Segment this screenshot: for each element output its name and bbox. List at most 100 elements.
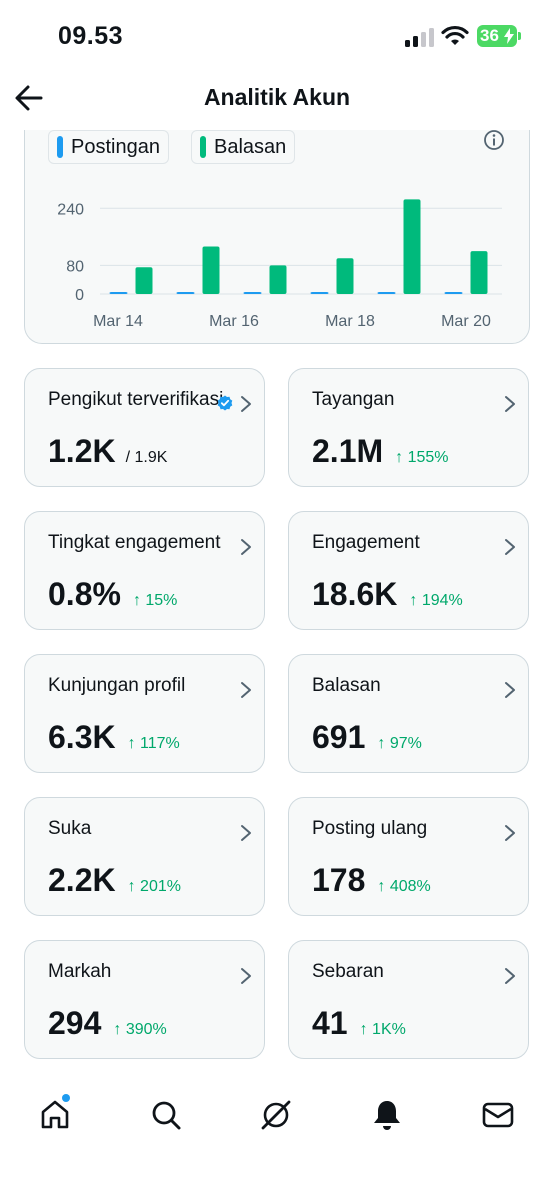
- page-title: Analitik Akun: [203, 84, 351, 110]
- stat-value-row: 18.6K ↑ 194%: [312, 576, 463, 613]
- chevron-right-icon: [505, 539, 515, 555]
- stat-value-row: 294 ↑ 390%: [48, 1005, 167, 1042]
- x-tick-label: Mar 20: [441, 313, 491, 330]
- stat-value-row: 41 ↑ 1K%: [312, 1005, 406, 1042]
- stat-value-row: 691 ↑ 97%: [312, 719, 422, 756]
- stat-value-row: 0.8% ↑ 15%: [48, 576, 177, 613]
- battery-icon: 36: [477, 25, 517, 47]
- stat-label: Sebaran: [312, 961, 384, 982]
- bar-chart: 0 80 240 Mar 14 Mar 16 Mar 18 Mar 20: [57, 199, 502, 330]
- bar-balasan[interactable]: [135, 267, 153, 294]
- grok-icon[interactable]: [259, 1098, 293, 1132]
- battery-level: 36: [480, 26, 499, 45]
- stat-value: 41: [312, 1005, 348, 1041]
- stat-value: 691: [312, 719, 366, 755]
- chevron-right-icon: [241, 396, 251, 412]
- stat-label: Pengikut terverifikasi: [48, 389, 224, 410]
- stat-value: 2.2K: [48, 862, 116, 898]
- signal-icon: [405, 28, 434, 47]
- charging-bolt-icon: [504, 28, 514, 44]
- x-tick-label: Mar 18: [325, 313, 375, 330]
- stat-label: Engagement: [312, 532, 420, 553]
- stat-value: 0.8%: [48, 576, 121, 612]
- stat-card[interactable]: Pengikut terverifikasi 1.2K / 1.9K: [24, 368, 265, 487]
- home-icon[interactable]: [38, 1098, 72, 1132]
- notification-dot: [62, 1094, 70, 1102]
- status-time: 09.53: [58, 22, 124, 50]
- scroll-fade: [0, 118, 554, 130]
- stat-card[interactable]: Suka 2.2K ↑ 201%: [24, 797, 265, 916]
- chevron-right-icon: [505, 396, 515, 412]
- stat-change: ↑ 408%: [377, 878, 431, 895]
- chevron-right-icon: [241, 539, 251, 555]
- search-icon[interactable]: [149, 1098, 183, 1132]
- stat-label: Markah: [48, 961, 112, 982]
- wifi-icon: [441, 25, 469, 45]
- mail-icon[interactable]: [481, 1098, 515, 1132]
- legend-postingan[interactable]: Postingan: [48, 130, 169, 164]
- stat-card[interactable]: Engagement 18.6K ↑ 194%: [288, 511, 529, 630]
- stat-label: Kunjungan profil: [48, 675, 186, 696]
- stat-value: 6.3K: [48, 719, 116, 755]
- bar-balasan[interactable]: [470, 251, 488, 294]
- stat-label: Tayangan: [312, 389, 395, 410]
- bottom-nav: [0, 1080, 554, 1199]
- y-tick-label: 80: [66, 258, 84, 275]
- stat-card[interactable]: Kunjungan profil 6.3K ↑ 117%: [24, 654, 265, 773]
- legend-balasan[interactable]: Balasan: [191, 130, 296, 164]
- bar-balasan[interactable]: [403, 199, 421, 294]
- chevron-right-icon: [505, 682, 515, 698]
- stat-label: Tingkat engagement: [48, 532, 221, 553]
- x-tick-label: Mar 14: [93, 313, 143, 330]
- stat-card[interactable]: Markah 294 ↑ 390%: [24, 940, 265, 1059]
- stat-change: ↑ 155%: [395, 449, 449, 466]
- stat-label: Suka: [48, 818, 92, 839]
- stat-card[interactable]: Tayangan 2.1M ↑ 155%: [288, 368, 529, 487]
- legend-swatch-postingan: [57, 136, 63, 158]
- stat-value-row: 6.3K ↑ 117%: [48, 719, 180, 756]
- chevron-right-icon: [505, 968, 515, 984]
- stat-value-row: 2.1M ↑ 155%: [312, 433, 449, 470]
- stat-value: 178: [312, 862, 366, 898]
- stat-change: ↑ 97%: [377, 735, 422, 752]
- stat-change: ↑ 117%: [127, 735, 180, 752]
- stat-change: ↑ 201%: [127, 878, 181, 895]
- verified-badge-icon: [217, 395, 233, 411]
- bar-balasan[interactable]: [336, 258, 354, 294]
- legend-label-balasan: Balasan: [214, 135, 287, 158]
- bar-postingan[interactable]: [310, 292, 329, 294]
- chevron-right-icon: [241, 825, 251, 841]
- stat-card[interactable]: Balasan 691 ↑ 97%: [288, 654, 529, 773]
- stat-label: Balasan: [312, 675, 381, 696]
- bar-postingan[interactable]: [109, 292, 128, 294]
- bar-postingan[interactable]: [176, 292, 195, 294]
- stat-card[interactable]: Tingkat engagement 0.8% ↑ 15%: [24, 511, 265, 630]
- stat-change: ↑ 194%: [409, 592, 463, 609]
- arrow-left-icon[interactable]: [14, 84, 44, 112]
- stat-value-row: 178 ↑ 408%: [312, 862, 431, 899]
- bar-balasan[interactable]: [269, 265, 287, 294]
- legend-label-postingan: Postingan: [71, 135, 160, 158]
- stat-value: 2.1M: [312, 433, 384, 469]
- chevron-right-icon: [241, 682, 251, 698]
- battery-cap: [518, 32, 521, 40]
- stat-value: 294: [48, 1005, 102, 1041]
- bar-postingan[interactable]: [243, 292, 262, 294]
- bar-postingan[interactable]: [377, 292, 396, 294]
- x-tick-label: Mar 16: [209, 313, 259, 330]
- chevron-right-icon: [241, 968, 251, 984]
- stat-change: ↑ 1K%: [359, 1021, 406, 1038]
- bell-icon[interactable]: [370, 1098, 404, 1132]
- y-tick-label: 240: [57, 201, 84, 218]
- info-icon[interactable]: [483, 129, 505, 151]
- status-bar: 09.53 36: [0, 0, 554, 70]
- bar-balasan[interactable]: [202, 246, 220, 295]
- bar-postingan[interactable]: [444, 292, 463, 294]
- stat-card[interactable]: Sebaran 41 ↑ 1K%: [288, 940, 529, 1059]
- header: Analitik Akun: [0, 70, 554, 128]
- stat-total: / 1.9K: [125, 449, 168, 466]
- stat-card[interactable]: Posting ulang 178 ↑ 408%: [288, 797, 529, 916]
- y-tick-label: 0: [75, 287, 84, 304]
- chevron-right-icon: [505, 825, 515, 841]
- stat-value-row: 2.2K ↑ 201%: [48, 862, 181, 899]
